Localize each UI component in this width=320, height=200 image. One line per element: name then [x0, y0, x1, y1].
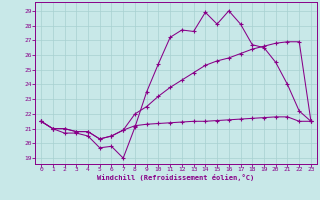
X-axis label: Windchill (Refroidissement éolien,°C): Windchill (Refroidissement éolien,°C) [97, 174, 255, 181]
